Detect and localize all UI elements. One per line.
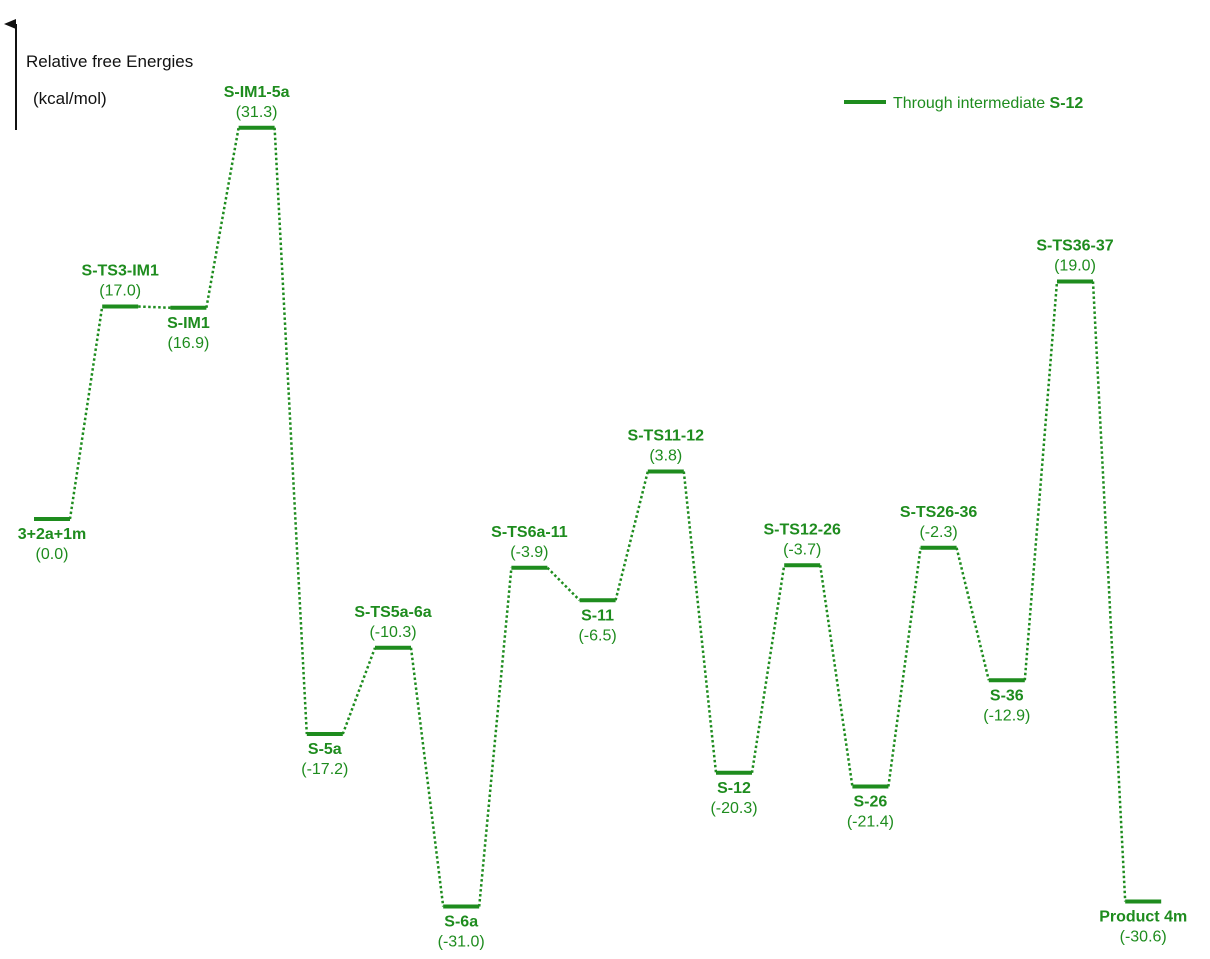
connector-line <box>1023 281 1059 681</box>
level-name-s-ts5a-6a: S-TS5a-6a <box>354 604 431 621</box>
level-value-s-ts3-im1: (17.0) <box>99 283 141 300</box>
connector-line <box>955 547 991 681</box>
level-value-s-6a: (-31.0) <box>438 934 485 951</box>
connector-line <box>341 647 377 735</box>
connector-line <box>477 567 513 907</box>
level-name-s-ts12-26: S-TS12-26 <box>764 521 841 538</box>
level-value-s-im1-5a: (31.3) <box>236 104 278 121</box>
connector-line <box>750 565 786 773</box>
level-value-s-ts12-26: (-3.7) <box>783 541 821 558</box>
connector-line <box>682 471 718 773</box>
connector-line <box>546 566 581 602</box>
level-name-s-im1-5a: S-IM1-5a <box>224 84 290 101</box>
level-name-s-im1: S-IM1 <box>167 315 210 332</box>
connector-line <box>138 305 171 309</box>
level-name-s-ts3-im1: S-TS3-IM1 <box>82 263 159 280</box>
level-value-3-2a-1m: (0.0) <box>36 546 69 563</box>
connector-line <box>887 547 922 787</box>
level-name-3-2a-1m: 3+2a+1m <box>18 526 87 543</box>
connector-line <box>1091 281 1127 902</box>
level-name-s-6a: S-6a <box>444 914 478 931</box>
level-value-s-im1: (16.9) <box>168 335 210 352</box>
connector-line <box>273 127 309 735</box>
level-name-s-ts36-37: S-TS36-37 <box>1036 238 1113 255</box>
level-name-s-ts6a-11: S-TS6a-11 <box>491 524 568 541</box>
y-axis-label: Relative free Energies <box>26 52 193 71</box>
level-value-s-ts6a-11: (-3.9) <box>510 544 548 561</box>
level-value-s-26: (-21.4) <box>847 814 894 831</box>
level-name-s-ts26-36: S-TS26-36 <box>900 504 977 521</box>
level-name-s-26: S-26 <box>854 794 888 811</box>
level-value-s-12: (-20.3) <box>710 800 757 817</box>
level-name-s-12: S-12 <box>717 780 751 797</box>
legend: Through intermediate S-12 <box>844 95 1083 112</box>
level-value-s-11: (-6.5) <box>578 627 616 644</box>
level-value-s-ts5a-6a: (-10.3) <box>369 624 416 641</box>
connector-line <box>409 647 445 907</box>
legend-label: Through intermediate S-12 <box>893 95 1083 112</box>
level-value-product-4m: (-30.6) <box>1120 929 1167 946</box>
level-value-s-ts11-12: (3.8) <box>649 448 682 465</box>
connector-line <box>818 565 854 787</box>
level-name-s-ts11-12: S-TS11-12 <box>628 428 705 445</box>
level-name-s-11: S-11 <box>581 607 614 624</box>
connectors <box>68 127 1127 907</box>
y-axis-unit: (kcal/mol) <box>33 89 107 108</box>
level-name-s-36: S-36 <box>990 687 1024 704</box>
level-name-s-5a: S-5a <box>308 741 342 758</box>
connector-line <box>614 471 650 601</box>
level-name-product-4m: Product 4m <box>1099 909 1187 926</box>
connector-line <box>205 127 240 308</box>
level-value-s-ts36-37: (19.0) <box>1054 258 1096 275</box>
level-value-s-36: (-12.9) <box>983 707 1030 724</box>
level-value-s-5a: (-17.2) <box>301 761 348 778</box>
level-value-s-ts26-36: (-2.3) <box>919 524 957 541</box>
connector-line <box>68 306 104 520</box>
energy-levels: 3+2a+1m (0.0) S-TS3-IM1 (17.0) S-IM1 (16.9) S-… <box>18 84 1187 951</box>
